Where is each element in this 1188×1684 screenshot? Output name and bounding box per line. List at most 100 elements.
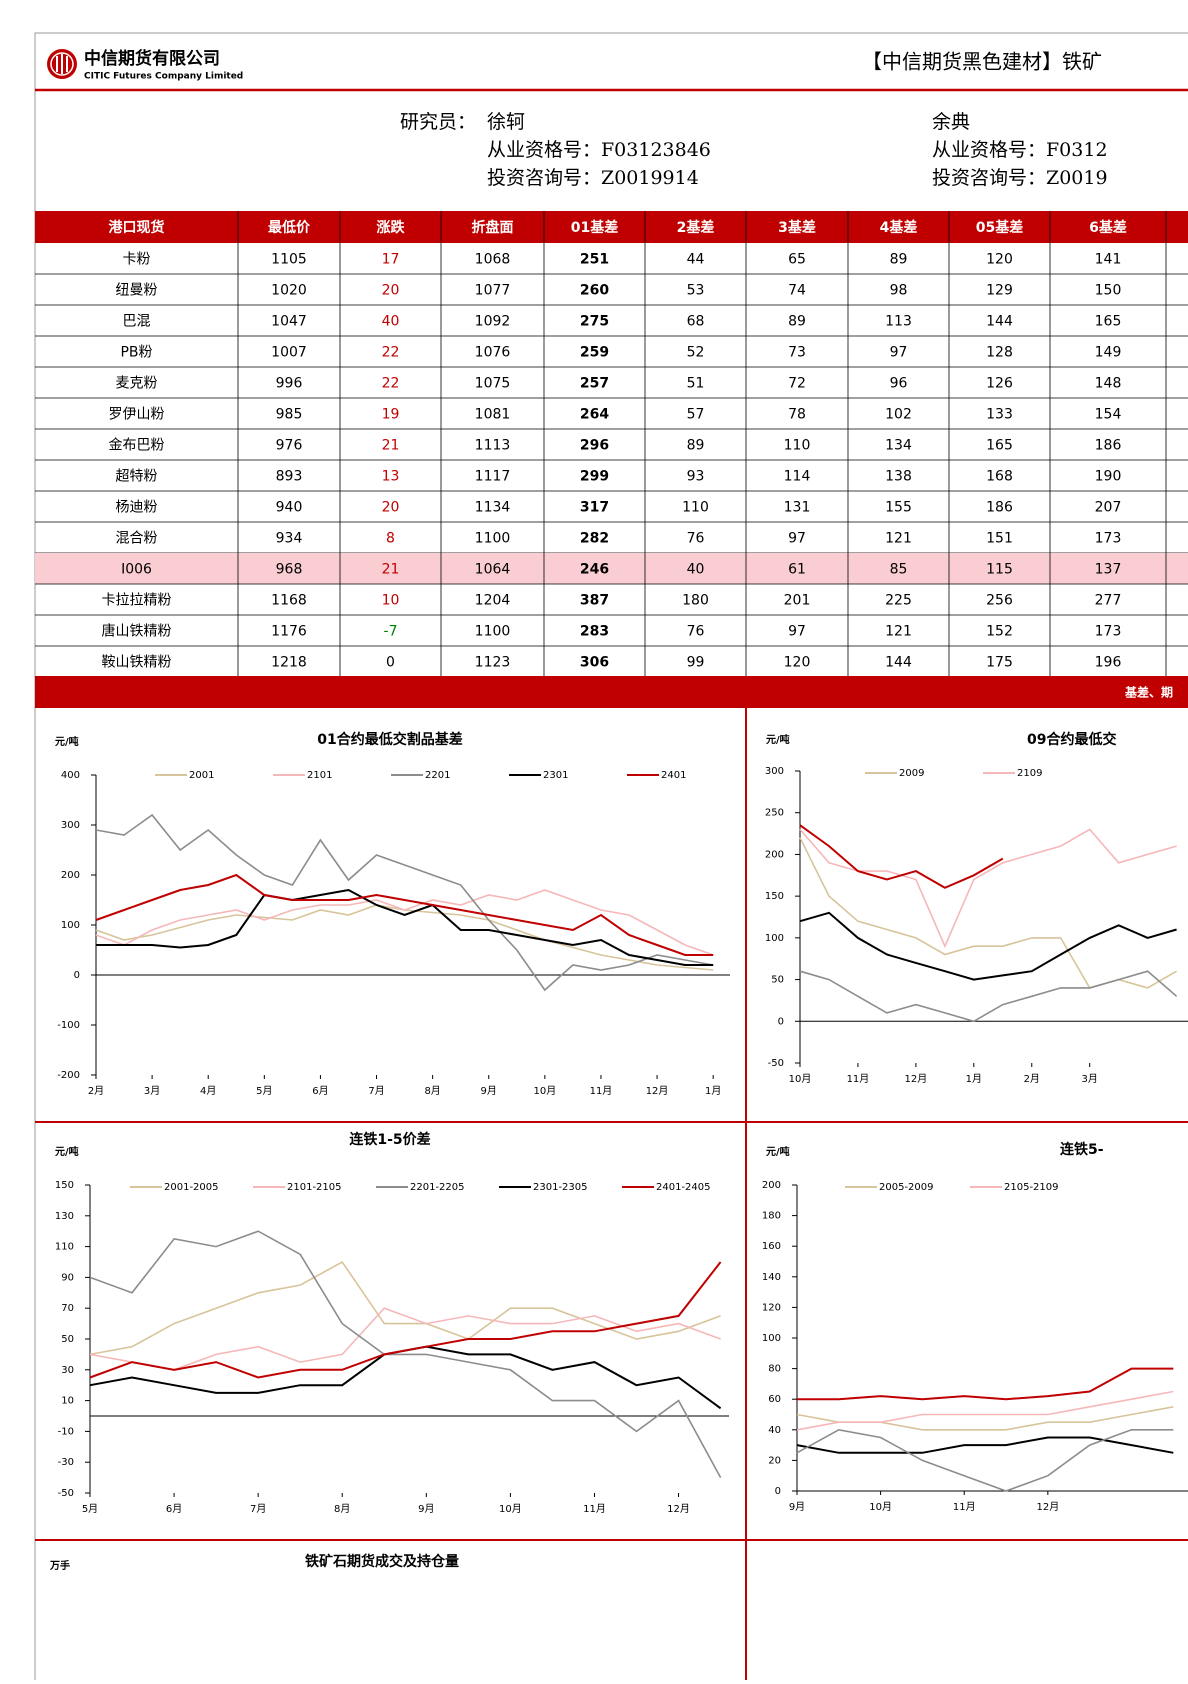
researcher-name: 余典 <box>932 111 970 133</box>
x-tick-label: 11月 <box>583 1503 606 1515</box>
x-tick-label: 1月 <box>966 1073 982 1085</box>
cell: 40 <box>382 314 400 330</box>
cell: 126 <box>986 376 1013 392</box>
y-tick-label: 80 <box>768 1364 781 1375</box>
cell: 1134 <box>475 500 511 516</box>
legend-label: 2201 <box>425 770 450 781</box>
row-label: 唐山铁精粉 <box>102 623 172 640</box>
cell: 68 <box>687 314 705 330</box>
y-tick-label: 250 <box>765 808 784 819</box>
column-header: 港口现货 <box>109 219 165 236</box>
cell: 102 <box>885 407 912 423</box>
row-highlight <box>35 553 1188 584</box>
series-line <box>796 1390 1174 1431</box>
cell: 144 <box>986 314 1013 330</box>
x-tick-label: 8月 <box>334 1503 350 1515</box>
series-line <box>89 1307 721 1371</box>
legend-label: 2005-2009 <box>879 1182 934 1193</box>
chart: 元/吨 01合约最低交割品基差 -200 -100 0 100 200 300 400 2月 3月 4… <box>55 731 730 1097</box>
y-tick-label: 140 <box>762 1272 781 1283</box>
row-label: 卡粉 <box>123 252 151 268</box>
cell: 996 <box>276 376 303 392</box>
chart-title: 铁矿石期货成交及持仓量 <box>305 1553 459 1570</box>
cell: 65 <box>788 252 806 268</box>
series-line <box>89 1261 722 1379</box>
column-header: 05基差 <box>976 219 1023 236</box>
cell: 264 <box>580 407 609 423</box>
chart: 元/吨 09合约最低交 -50 0 50 100 150 200 250 300 10月 11月 12月… <box>765 731 1188 1085</box>
x-tick-label: 2月 <box>1024 1073 1040 1085</box>
x-tick-label: 2月 <box>88 1085 104 1097</box>
chart: 元/吨 连铁1-5价差 -50 -30 -10 10 30 50 70 90 110 130 150 5月… <box>55 1131 729 1515</box>
cell: 61 <box>788 562 806 578</box>
legend-label: 2105-2109 <box>1004 1182 1059 1193</box>
cell: 74 <box>788 283 806 299</box>
y-tick-label: -10 <box>58 1426 74 1437</box>
cell: 141 <box>1095 252 1122 268</box>
cell: 186 <box>1095 438 1122 454</box>
cell: 53 <box>687 283 705 299</box>
cell: 99 <box>687 655 705 671</box>
cell: 299 <box>580 469 609 485</box>
cell: 51 <box>687 376 705 392</box>
series-line <box>89 1230 722 1478</box>
cell: 85 <box>890 562 908 578</box>
series-line <box>799 828 1177 949</box>
cell: 186 <box>986 500 1013 516</box>
cell: 89 <box>687 438 705 454</box>
cell: 155 <box>885 500 912 516</box>
company-name: 中信期货有限公司 <box>84 48 220 69</box>
report-title: 【中信期货黑色建材】铁矿 <box>862 50 1102 74</box>
chart-unit: 元/吨 <box>55 735 79 748</box>
legend-label: 2001 <box>189 770 214 781</box>
column-header: 4基差 <box>880 219 918 236</box>
y-tick-label: 160 <box>762 1241 781 1252</box>
cell: 133 <box>986 407 1013 423</box>
cell: 115 <box>986 562 1013 578</box>
legend-label: 2101-2105 <box>287 1182 342 1193</box>
cell: -7 <box>384 624 398 640</box>
legend-label: 2301 <box>543 770 568 781</box>
table-header-bg <box>35 211 1188 243</box>
row-label: I006 <box>121 562 152 578</box>
cell: 120 <box>986 252 1013 268</box>
series-line <box>799 911 1177 981</box>
y-tick-label: 150 <box>765 891 784 902</box>
cell: 1076 <box>475 345 511 361</box>
y-tick-label: 100 <box>765 933 784 944</box>
series-line <box>796 1428 1174 1492</box>
y-tick-label: -50 <box>58 1488 74 1499</box>
cell: 968 <box>276 562 303 578</box>
y-tick-label: 60 <box>768 1394 781 1405</box>
column-header: 6基差 <box>1089 219 1127 236</box>
cell: 114 <box>784 469 811 485</box>
chart-title: 01合约最低交割品基差 <box>317 731 462 748</box>
cell: 1007 <box>271 345 307 361</box>
chart-title: 连铁1-5价差 <box>349 1131 430 1148</box>
cell: 113 <box>885 314 912 330</box>
cell: 168 <box>986 469 1013 485</box>
cell: 306 <box>580 655 609 671</box>
chart-unit: 元/吨 <box>55 1145 79 1158</box>
cell: 121 <box>885 624 912 640</box>
x-tick-label: 11月 <box>953 1501 976 1513</box>
row-label: 卡拉拉精粉 <box>102 593 172 609</box>
cell: 13 <box>382 469 400 485</box>
cell: 256 <box>986 593 1013 609</box>
x-tick-label: 7月 <box>250 1503 266 1515</box>
cell: 52 <box>687 345 705 361</box>
cell: 17 <box>382 252 400 268</box>
y-tick-label: 0 <box>775 1486 781 1497</box>
cell: 246 <box>580 562 609 578</box>
x-tick-label: 12月 <box>646 1085 669 1097</box>
researcher-label: 研究员： <box>400 111 476 133</box>
x-tick-label: 5月 <box>256 1085 272 1097</box>
logo <box>47 49 77 79</box>
cell: 1047 <box>271 314 307 330</box>
series-line <box>796 1406 1174 1431</box>
cell: 22 <box>382 376 400 392</box>
cell: 1092 <box>475 314 511 330</box>
cell: 207 <box>1095 500 1122 516</box>
